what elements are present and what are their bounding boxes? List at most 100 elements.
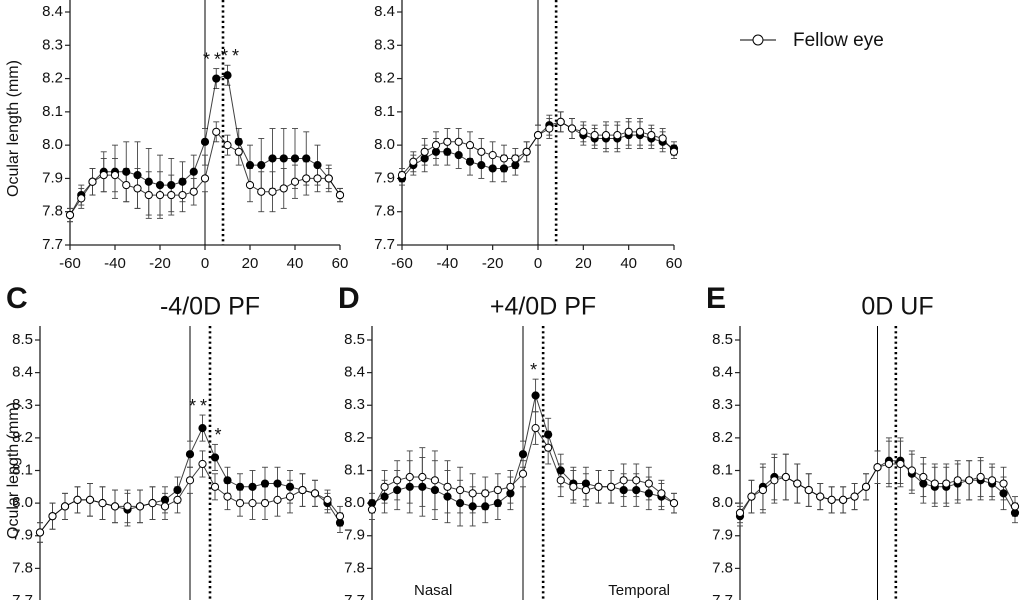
data-point <box>133 171 142 180</box>
data-point <box>781 472 790 482</box>
data-point <box>919 472 928 482</box>
y-tick-label: 7.9 <box>374 169 395 186</box>
data-point <box>443 482 452 491</box>
panel-title: +4/0D PF <box>490 293 596 321</box>
data-point <box>73 495 82 504</box>
data-point <box>99 171 108 180</box>
data-point <box>173 495 182 504</box>
data-point <box>155 190 165 200</box>
data-point <box>223 492 232 501</box>
data-point <box>454 137 463 146</box>
data-point <box>953 476 962 485</box>
y-tick-label: 8.5 <box>12 331 33 348</box>
y-tick-label: 8.4 <box>42 3 63 20</box>
data-point <box>235 482 245 491</box>
data-point <box>987 476 997 485</box>
significance-mark: ** <box>189 396 211 416</box>
y-tick-label: 7.9 <box>42 169 63 186</box>
x-tick-label: 60 <box>666 255 683 272</box>
data-point <box>393 485 402 495</box>
y-tick-label: 8.5 <box>344 331 365 348</box>
x-tick-label: -60 <box>59 255 81 272</box>
panel: 7.7 7.8 7.9 8.0 8.1 8.2 8.3 8.4 8.5 D +4/0D PF Nasa… <box>338 282 679 600</box>
data-point <box>189 187 198 196</box>
data-point <box>285 492 295 501</box>
data-point <box>511 161 520 170</box>
data-point <box>210 453 220 462</box>
data-point <box>839 495 848 504</box>
panel: 7.7 7.8 7.9 8.0 8.1 8.2 8.3 8.4 8.5 Ocular length… <box>5 282 345 600</box>
data-point <box>223 141 232 150</box>
data-point <box>210 482 220 491</box>
y-tick-label: 8.0 <box>712 494 733 511</box>
data-point <box>431 141 441 150</box>
data-point <box>133 184 142 193</box>
data-point <box>245 180 255 190</box>
significance-mark: * <box>214 425 225 445</box>
data-point <box>310 489 320 498</box>
data-point <box>313 161 322 170</box>
data-point <box>861 482 871 491</box>
panel-label: D <box>338 282 360 315</box>
y-tick-label: 7.9 <box>12 527 33 544</box>
data-point <box>48 512 57 521</box>
data-point <box>758 485 768 495</box>
y-tick-label: 7.7 <box>374 236 395 253</box>
data-point <box>405 472 414 482</box>
x-tick-label: 40 <box>620 255 637 272</box>
data-point <box>279 154 288 163</box>
significance-mark: ** <box>221 46 243 66</box>
data-point <box>335 190 345 200</box>
data-point <box>257 187 266 196</box>
region-label: Temporal <box>608 582 670 599</box>
data-point <box>323 495 332 504</box>
data-point <box>632 485 641 495</box>
data-point <box>65 210 75 220</box>
y-tick-label: 8.0 <box>12 494 33 511</box>
data-point <box>443 137 452 146</box>
y-tick-label: 7.7 <box>712 592 733 600</box>
data-point <box>198 423 207 433</box>
data-point <box>804 485 813 495</box>
data-point <box>601 131 611 140</box>
data-point <box>223 476 232 485</box>
data-point <box>942 479 951 488</box>
data-point <box>976 472 985 482</box>
data-point <box>606 482 616 491</box>
y-tick-label: 8.3 <box>42 36 63 53</box>
panel: 7.7 7.8 7.9 8.0 8.1 8.2 8.3 8.4 -60 -40 -20 0 20 40 60… <box>374 0 884 272</box>
y-tick-label: 8.3 <box>374 36 395 53</box>
data-point <box>999 479 1008 488</box>
data-point <box>290 154 300 163</box>
data-point <box>658 134 667 143</box>
x-tick-label: 20 <box>575 255 592 272</box>
data-point <box>545 124 554 133</box>
data-point <box>488 151 497 160</box>
x-tick-label: -20 <box>482 255 504 272</box>
y-tick-label: 8.2 <box>712 429 733 446</box>
data-point <box>155 180 165 190</box>
data-point <box>135 502 145 511</box>
y-tick-label: 8.4 <box>374 3 395 20</box>
data-point <box>544 443 553 452</box>
data-point <box>896 459 905 469</box>
y-tick-label: 8.3 <box>12 396 33 413</box>
data-point <box>405 482 414 491</box>
data-point <box>511 154 520 163</box>
data-point <box>85 495 95 504</box>
data-point <box>850 492 859 501</box>
data-point <box>393 476 402 485</box>
data-point <box>122 180 131 190</box>
data-point <box>430 485 440 495</box>
data-point <box>212 74 221 83</box>
data-point <box>380 492 389 501</box>
data-point <box>827 495 836 504</box>
x-tick-label: -40 <box>436 255 458 272</box>
data-point <box>477 147 486 156</box>
data-point <box>493 485 502 495</box>
data-point <box>468 502 477 511</box>
data-point <box>455 485 465 495</box>
data-point <box>594 482 603 491</box>
data-point <box>185 476 195 485</box>
